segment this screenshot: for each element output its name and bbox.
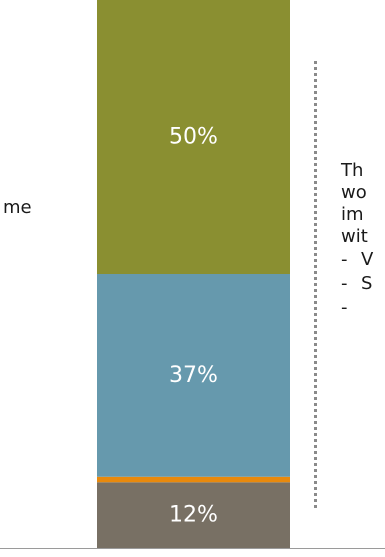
- list-item-text: V: [361, 249, 374, 270]
- bar-data-label: 12%: [169, 503, 218, 528]
- dash-bullet: -: [341, 249, 348, 270]
- side-note-line: wo: [341, 182, 367, 203]
- baseline: [0, 548, 385, 549]
- bar-data-label: 50%: [169, 125, 218, 150]
- list-item: -: [341, 296, 373, 320]
- dotted-divider: [314, 61, 317, 508]
- bar-segment-1: [97, 476, 290, 483]
- list-item: -S: [341, 272, 373, 296]
- list-item-text: S: [361, 273, 373, 294]
- list-item: -V: [341, 248, 373, 272]
- bar-segment-3: [97, 0, 290, 274]
- bar-data-label: 37%: [169, 363, 218, 388]
- side-note-line: wit: [341, 226, 368, 247]
- bar-segment-0: [97, 482, 290, 548]
- side-note: Th wo im wit -V -S -: [341, 160, 373, 320]
- side-note-list: -V -S -: [341, 248, 373, 320]
- left-truncated-text: me: [3, 197, 32, 218]
- dash-bullet: -: [341, 273, 348, 294]
- bar-segment-2: [97, 274, 290, 477]
- dash-bullet: -: [341, 297, 348, 318]
- side-note-line: im: [341, 204, 364, 225]
- side-note-line: Th: [341, 160, 364, 181]
